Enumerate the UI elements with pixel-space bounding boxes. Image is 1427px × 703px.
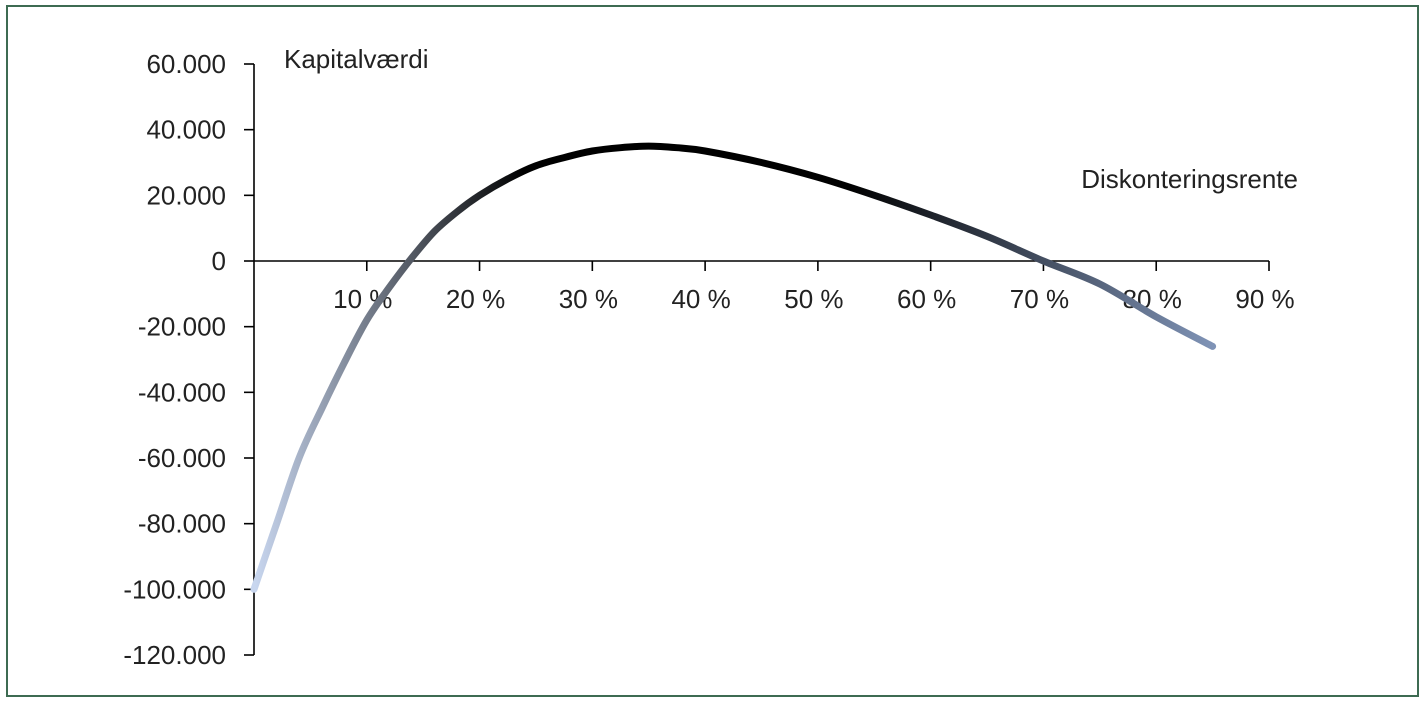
x-axis-title: Diskonteringsrente [1081,164,1298,194]
x-tick-label: 90 % [1235,284,1294,314]
chart-frame [6,5,1419,697]
x-tick-label: 30 % [559,284,618,314]
y-tick-label: -60.000 [138,443,226,473]
y-tick-label: -100.000 [123,574,226,604]
y-tick-label: -80.000 [138,509,226,539]
x-tick-label: 60 % [897,284,956,314]
y-tick-label: -120.000 [123,640,226,670]
y-tick-label: 60.000 [146,49,226,79]
x-tick-label: 40 % [671,284,730,314]
y-tick-label: 40.000 [146,115,226,145]
y-axis-title: Kapitalværdi [284,44,429,74]
y-tick-label: -20.000 [138,312,226,342]
y-tick-label: -40.000 [138,377,226,407]
x-tick-label: 70 % [1010,284,1069,314]
y-tick-label: 20.000 [146,180,226,210]
x-tick-label: 50 % [784,284,843,314]
x-tick-label: 20 % [446,284,505,314]
series-line-kapitalvaerdi [250,142,1217,593]
y-tick-label: 0 [212,246,226,276]
